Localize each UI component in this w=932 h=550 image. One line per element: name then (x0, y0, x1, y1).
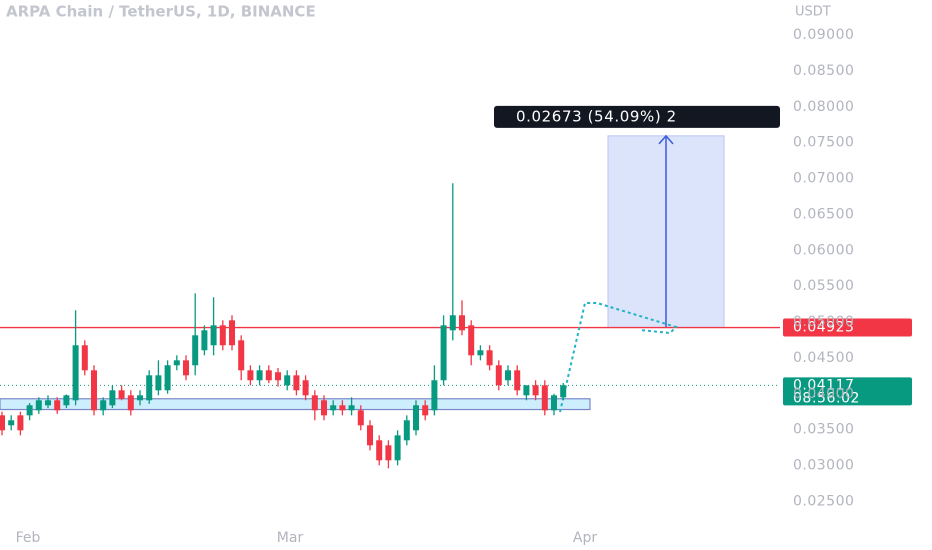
candle-body (403, 420, 410, 441)
candle-body (72, 345, 79, 401)
candle-body (284, 375, 291, 386)
candle-body (330, 405, 337, 411)
y-tick-label: 0.08000 (793, 99, 854, 115)
measure-label: 0.02673 (54.09%) 2 (516, 107, 677, 125)
candle-body (505, 370, 511, 381)
candles (0, 183, 567, 469)
candle-body (219, 325, 226, 346)
candle-body (376, 440, 383, 461)
candle-body (541, 385, 548, 411)
candle-body (293, 375, 300, 391)
candle-body (229, 320, 235, 346)
candle-body (422, 405, 429, 416)
drawings (0, 134, 780, 413)
candle-body (0, 415, 5, 431)
candle-body (367, 425, 373, 446)
candle-body (127, 395, 134, 411)
candle-body (238, 340, 245, 371)
candle-body (459, 315, 465, 331)
last-price-box (783, 377, 912, 406)
candle-body (348, 405, 355, 411)
candle-body (532, 385, 539, 396)
measure-label-box (494, 105, 780, 128)
hline-label-box (783, 318, 912, 337)
candle-body (26, 405, 33, 416)
candle-body (17, 415, 24, 431)
candle-body (311, 395, 318, 411)
candle-body (210, 325, 217, 346)
y-tick-label: 0.04500 (793, 350, 854, 366)
y-tick-label: 0.06000 (793, 242, 854, 258)
candle-body (35, 400, 42, 411)
y-tick-label: 0.02500 (793, 493, 854, 509)
candle-body (109, 390, 116, 406)
candle-body (63, 395, 70, 406)
y-tick-label: 0.03500 (793, 422, 854, 438)
candle-body (275, 372, 281, 381)
y-tick-label: 0.03000 (793, 457, 854, 473)
candle-body (357, 410, 364, 426)
candle-body (440, 325, 447, 381)
candle-body (551, 395, 557, 411)
candle-body (100, 400, 107, 411)
candle-body (164, 365, 171, 391)
candle-body (155, 375, 162, 391)
candle-body (413, 405, 419, 431)
candle-body (247, 370, 254, 381)
candle-body (514, 370, 521, 391)
y-tick-label: 0.05500 (793, 278, 854, 294)
candle-body (339, 405, 346, 411)
candle-body (495, 365, 502, 386)
candle-body (449, 315, 456, 331)
candle-body (523, 385, 530, 396)
measure-arrowhead (658, 134, 674, 145)
candle-body (45, 400, 51, 406)
candle-body (265, 370, 272, 381)
candle-body (173, 360, 180, 366)
candle-body (192, 335, 199, 366)
candle-body (91, 370, 97, 411)
candle-body (201, 330, 208, 351)
candle-body (302, 380, 309, 396)
x-tick-label: Mar (277, 530, 304, 546)
y-tick-label: 0.06500 (793, 206, 854, 222)
candle-body (8, 420, 15, 426)
chart-title: ARPA Chain / TetherUS, 1D, BINANCE (6, 3, 316, 21)
candle-body (321, 400, 327, 416)
countdown-label: 08:56:02 (793, 390, 860, 406)
candle-body (256, 370, 263, 381)
candle-body (146, 375, 153, 401)
candle-body (394, 435, 401, 461)
y-tick-label: 0.04000 (793, 386, 854, 402)
x-tick-label: Apr (573, 530, 597, 546)
candle-body (183, 360, 189, 376)
candle-body (81, 345, 88, 371)
support-zone (0, 398, 591, 411)
y-tick-label: 0.09000 (793, 27, 854, 43)
x-tick-label: Feb (16, 530, 41, 546)
candle-body (477, 350, 484, 356)
hline-label: 0.04923 (793, 320, 854, 336)
candle-body (431, 380, 438, 411)
candle-body (560, 385, 567, 398)
candle-body (118, 390, 125, 399)
candle-body (468, 325, 475, 356)
y-tick-label: 0.07000 (793, 171, 854, 187)
candle-body (137, 395, 143, 401)
y-tick-label: 0.08500 (793, 63, 854, 79)
currency-label: USDT (795, 5, 831, 20)
candle-body (54, 400, 61, 411)
y-tick-label: 0.05000 (793, 314, 854, 330)
y-tick-label: 0.07500 (793, 135, 854, 151)
candle-body (486, 350, 493, 366)
last-price-label: 0.04117 (793, 377, 854, 393)
candle-body (385, 445, 392, 461)
